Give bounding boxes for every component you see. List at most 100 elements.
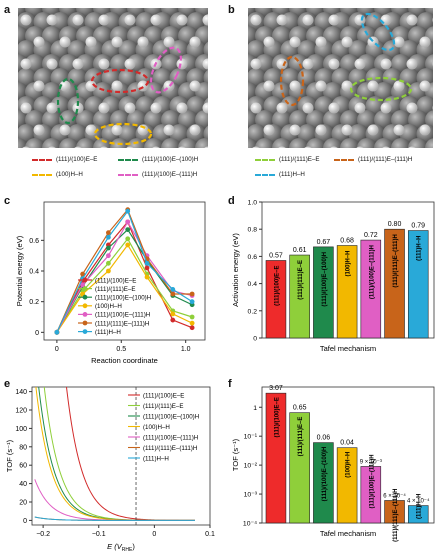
hydrogen-atom (46, 58, 58, 70)
legend-marker (82, 312, 88, 317)
y-tick-label: 10⁻¹ (244, 434, 258, 441)
x-axis-label: Tafel mechanism (320, 344, 376, 353)
data-point (125, 208, 131, 214)
legend-b-item-0: (111)/(111)E–E (255, 156, 319, 163)
hydrogen-atom (380, 14, 392, 26)
hydrogen-atom (250, 102, 262, 114)
y-tick-label: 10⁻³ (244, 492, 258, 499)
hydrogen-atom (46, 14, 58, 26)
site-highlight-ring (279, 55, 305, 107)
surface-model-a-svg (0, 0, 241, 158)
panel-label-e: e (4, 378, 11, 390)
hydrogen-atom (98, 14, 110, 26)
legend-label: (111)/(100)E–(111)H (143, 434, 198, 441)
hydrogen-atom (302, 102, 314, 114)
legend-marker (82, 277, 88, 283)
site-highlight-ring (93, 122, 153, 146)
hydrogen-atom (367, 124, 379, 136)
y-tick-label: 1.0 (248, 200, 258, 207)
bar-value-label: 0.68 (340, 238, 354, 245)
legend-label: (100)H–H (143, 424, 170, 431)
y-axis-label: TOF (s⁻¹) (5, 439, 14, 472)
hydrogen-atom (419, 124, 431, 136)
bar (265, 392, 287, 524)
y-tick-label: 0.8 (248, 227, 258, 234)
legend-a-label: (111)/(100)E–(100)H (142, 156, 199, 163)
hydrogen-atom (315, 36, 327, 48)
bar-category-label: (111)/(100)E–(100)H (322, 447, 328, 502)
legend-label: (111)/(100)E–(111)H (95, 312, 150, 319)
hydrogen-atom (85, 80, 97, 92)
bar-category-label: (111)H–H (417, 236, 423, 261)
y-tick-label: 10⁻⁴ (243, 521, 257, 528)
panel-label-b: b (228, 4, 235, 16)
y-tick-label: 0 (35, 330, 39, 337)
hydrogen-atom (263, 36, 275, 48)
hydrogen-atom (367, 80, 379, 92)
hydrogen-atom (289, 80, 301, 92)
y-tick-label: 80 (19, 444, 27, 451)
hydrogen-atom (263, 124, 275, 136)
hydrogen-atom (341, 80, 353, 92)
plot-frame (43, 201, 206, 341)
data-point (170, 291, 176, 297)
x-axis-label: Tafel mechanism (320, 529, 376, 538)
legend-label: (111)/(100)E–(100)H (143, 413, 199, 420)
data-point (189, 299, 195, 305)
bar-category-label: (111)/(111)E–(111)H (393, 234, 399, 287)
y-tick-label: 10⁻² (244, 463, 258, 470)
bar (336, 245, 358, 339)
bar-value-label: 9 × 10⁻³ (360, 459, 382, 465)
hydrogen-atom (98, 102, 110, 114)
hydrogen-atom (111, 80, 123, 92)
hydrogen-atom (406, 14, 418, 26)
y-tick-label: 120 (15, 408, 27, 415)
data-point (170, 311, 176, 317)
data-point (106, 245, 111, 251)
bar-value-label: 0.61 (293, 247, 307, 254)
hydrogen-atom (85, 124, 97, 136)
x-tick-label: −0.2 (36, 531, 50, 538)
hydrogen-atom (20, 58, 32, 70)
x-axis-label: E (VRHE) (107, 542, 135, 553)
data-point (144, 265, 150, 271)
site-highlight-ring (150, 46, 182, 94)
y-tick-label: 140 (15, 389, 27, 396)
bar (313, 246, 334, 339)
surface-model-b-svg (221, 0, 439, 158)
bar-value-label: 0.06 (317, 435, 331, 442)
data-point (189, 325, 195, 331)
x-tick-label: 0.5 (116, 346, 126, 353)
hydrogen-atom (72, 58, 84, 70)
legend-marker (82, 329, 88, 334)
hydrogen-atom (289, 124, 301, 136)
y-tick-label: 60 (19, 463, 27, 470)
legend-label: (111)/(100)E–E (95, 277, 136, 284)
data-point (80, 271, 86, 277)
surface-model-image-b (221, 0, 439, 158)
bar-category-label: (100)H–H (346, 251, 352, 277)
site-highlight-ring (90, 68, 150, 94)
hydrogen-atom (276, 14, 288, 26)
bar-value-label: 0.72 (364, 232, 378, 239)
bar-value-label: 0.57 (269, 252, 283, 259)
bar (407, 505, 429, 524)
plot-frame (31, 386, 211, 526)
bar (289, 254, 310, 339)
bar-category-label: (111)H–H (417, 494, 423, 519)
bar-category-label: (111)/(100)E–(111)H (369, 245, 375, 299)
bar-value-label: 6 × 10⁻⁴ (383, 492, 406, 499)
data-point (125, 242, 131, 248)
x-tick-label: −0.1 (92, 531, 106, 538)
hydrogen-atom (176, 14, 188, 26)
y-tick-label: 0.2 (248, 308, 258, 315)
hydrogen-atom (46, 102, 58, 114)
data-point (106, 230, 111, 236)
hydrogen-atom (59, 80, 71, 92)
hydrogen-atom (189, 80, 201, 92)
hydrogen-atom (406, 58, 418, 70)
hydrogen-atom (250, 14, 262, 26)
legend-label: (111)H–H (143, 455, 169, 462)
hydrogen-atom (163, 124, 175, 136)
chart-f-tof-bars: 10⁻⁴ 10⁻³ 10⁻² 10⁻¹ 1 Tafel mechanism TOF (s⁻¹… (231, 385, 435, 542)
